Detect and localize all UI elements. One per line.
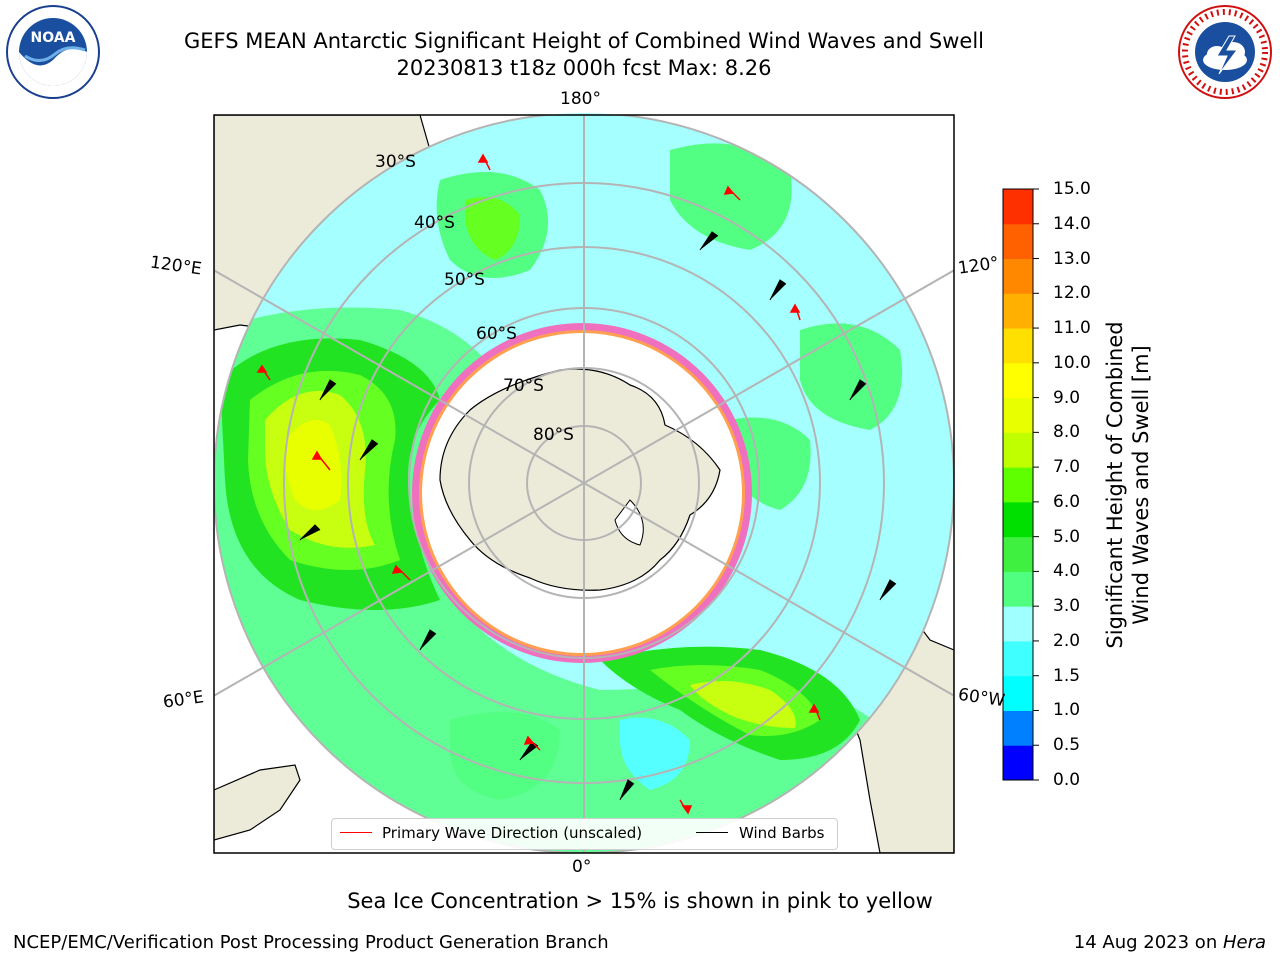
wind-barbs [299,231,897,801]
colorbar-swatch [1003,362,1033,399]
noaa-logo: NOAA [6,5,100,99]
lat-label-60s: 60°S [476,324,517,344]
colorbar-swatch [1003,675,1033,711]
colorbar-label-line2: Wind Waves and Swell [m] [1129,345,1153,625]
svg-text:NOAA: NOAA [31,30,76,46]
colorbar-swatch [1003,710,1033,746]
legend-wind-label: Wind Barbs [739,824,825,842]
colorbar-tick: 7.0 [1053,457,1081,478]
colorbar-tick: 8.0 [1053,422,1081,443]
machine-name: Hera [1222,932,1266,953]
legend-wave-line [340,832,372,833]
lat-label-40s: 40°S [414,213,455,233]
map-title: GEFS MEAN Antarctic Significant Height o… [183,29,985,53]
land-africa [214,764,301,841]
colorbar-tick: 6.0 [1053,491,1081,512]
colorbar-swatch [1003,189,1033,225]
colorbar-tick: 3.0 [1053,596,1081,617]
lat-label-30s: 30°S [375,152,416,172]
colorbar-tick: 11.0 [1053,318,1091,339]
colorbar-swatch [1003,328,1033,364]
map-legend: Primary Wave Direction (unscaled) Wind B… [331,818,838,850]
wave-direction-arrows [256,153,821,815]
colorbar-tick: 1.0 [1053,700,1081,721]
colorbar-swatch [1003,397,1033,433]
colorbar-swatch [1003,432,1033,468]
colorbar-tick: 2.0 [1053,630,1081,651]
colorbar-swatch [1003,606,1033,642]
colorbar-tick: 0.5 [1053,735,1081,756]
colorbar-swatch [1003,258,1033,294]
run-date: 14 Aug 2023 on Hera [1074,932,1266,953]
colorbar-tick: 4.0 [1053,561,1081,582]
colorbar-tick: 10.0 [1053,352,1091,373]
colorbar-swatch [1003,536,1033,572]
colorbar-tick: 9.0 [1053,387,1081,408]
colorbar-tick: 14.0 [1053,213,1091,234]
colorbar-tick: 12.0 [1053,283,1091,304]
nws-logo [1178,5,1272,99]
colorbar-swatch [1003,745,1033,781]
colorbar-label-line1: Significant Height of Combined [1103,321,1127,649]
run-date-text: 14 Aug 2023 on [1073,932,1223,953]
colorbar-swatch [1003,293,1033,329]
lat-label-70s: 70°S [503,376,544,396]
lon-label-180: 180° [560,89,601,109]
colorbar-swatch [1003,640,1033,677]
map-subtitle: 20230813 t18z 000h fcst Max: 8.26 [396,56,772,80]
colorbar-tick: 0.0 [1053,770,1081,790]
colorbar-swatch [1003,501,1033,538]
legend-wind-line [696,832,728,833]
colorbar-tick: 1.5 [1053,665,1081,686]
legend-wave-label: Primary Wave Direction (unscaled) [382,824,643,842]
colorbar-tick: 13.0 [1053,248,1091,269]
colorbar [1003,188,1039,781]
colorbar-label: Significant Height of Combined Wind Wave… [1102,321,1154,648]
branch-credit: NCEP/EMC/Verification Post Processing Pr… [13,932,609,953]
lon-label-0: 0° [572,857,592,877]
colorbar-swatch [1003,571,1033,607]
graticule [214,115,954,853]
sea-ice-note: Sea Ice Concentration > 15% is shown in … [347,889,933,913]
colorbar-tick: 15.0 [1053,179,1091,199]
colorbar-tick: 5.0 [1053,526,1081,547]
colorbar-swatch [1003,223,1033,260]
lat-label-80s: 80°S [533,425,574,445]
colorbar-swatch [1003,467,1033,503]
lat-label-50s: 50°S [444,270,485,290]
